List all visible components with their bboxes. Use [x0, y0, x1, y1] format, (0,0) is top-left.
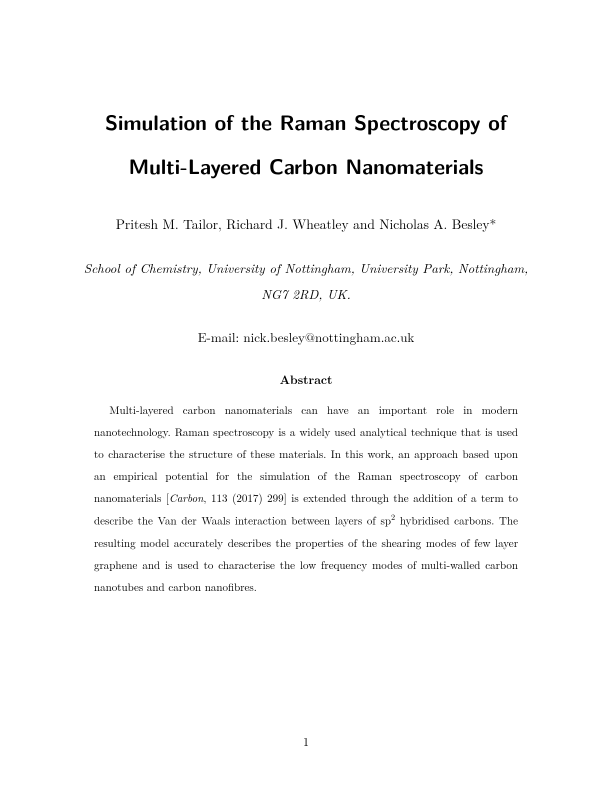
authors-line: Pritesh M. Tailor, Richard J. Wheatley a… [76, 214, 536, 233]
paper-title: Simulation of the Raman Spectroscopy of … [76, 100, 536, 188]
paper-page: Simulation of the Raman Spectroscopy of … [0, 0, 612, 792]
affiliation: School of Chemistry, University of Notti… [76, 255, 536, 307]
abstract-heading: Abstract [76, 370, 536, 388]
email-line: E-mail: nick.besley@nottingham.ac.uk [76, 327, 536, 346]
page-number: 1 [0, 733, 612, 750]
abstract-body: Multi-layered carbon nanomaterials can h… [94, 400, 518, 599]
